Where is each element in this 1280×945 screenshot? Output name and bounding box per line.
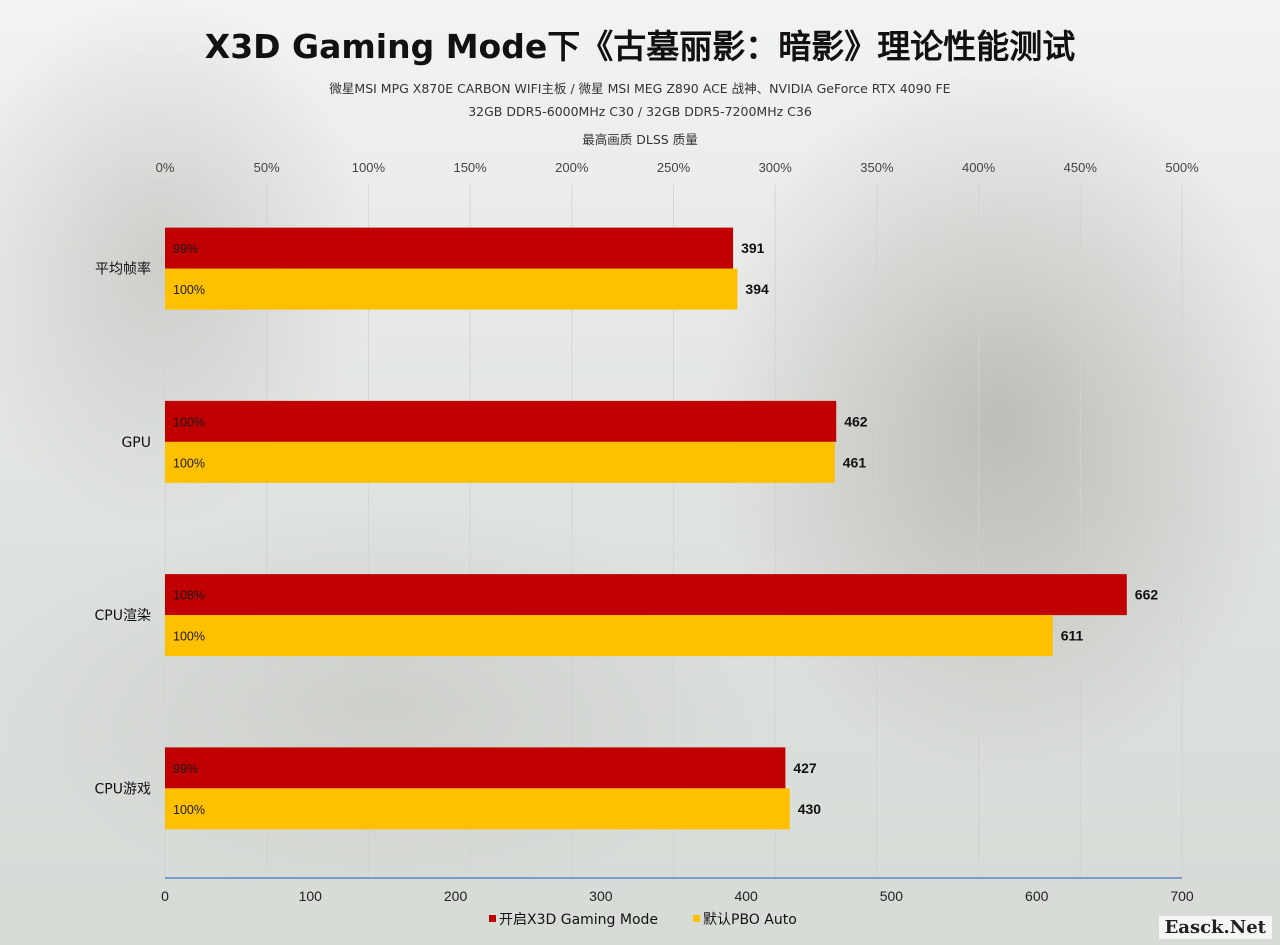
- legend-item-pbo-label: 默认PBO Auto: [703, 912, 797, 928]
- top-axis-tick-label: 200%: [555, 160, 589, 175]
- category-label: 平均帧率: [95, 261, 151, 278]
- bottom-axis-tick-label: 100: [299, 888, 323, 904]
- bottom-axis-tick-label: 200: [444, 888, 468, 904]
- bottom-axis-tick-label: 600: [1025, 888, 1049, 904]
- top-axis-tick-label: 0%: [156, 160, 175, 175]
- category-label: CPU游戏: [95, 781, 151, 797]
- bar-percent-label: 99%: [173, 762, 198, 776]
- bar-value-label: 662: [1135, 587, 1159, 603]
- bottom-axis-tick-label: 0: [161, 888, 169, 904]
- bar-value-label: 611: [1061, 628, 1084, 644]
- top-axis-tick-label: 300%: [759, 160, 793, 175]
- bar-pbo-auto: [165, 441, 835, 483]
- top-axis-tick-label: 350%: [860, 160, 894, 175]
- bar-value-label: 462: [844, 413, 868, 429]
- bottom-axis-tick-label: 500: [880, 888, 904, 904]
- bar-pbo-auto: [165, 268, 738, 310]
- bar-percent-label: 100%: [173, 415, 205, 429]
- bar-percent-label: 100%: [173, 456, 205, 470]
- bottom-axis-tick-label: 700: [1170, 888, 1194, 904]
- top-axis-tick-label: 500%: [1165, 160, 1199, 175]
- bar-percent-label: 100%: [173, 803, 205, 817]
- subtitle-line-3: 最高画质 DLSS 质量: [582, 132, 698, 147]
- top-axis-tick-label: 450%: [1064, 160, 1098, 175]
- bar-x3d-gaming-mode: [165, 747, 786, 789]
- bar-value-label: 394: [745, 281, 769, 297]
- category-label: CPU渲染: [95, 608, 151, 624]
- bottom-axis-tick-label: 400: [734, 888, 758, 904]
- bar-pbo-auto: [165, 788, 790, 830]
- top-axis-tick-label: 150%: [453, 160, 487, 175]
- top-axis-tick-label: 50%: [254, 160, 280, 175]
- bar-percent-label: 108%: [173, 589, 205, 603]
- legend-item-pbo-swatch: [693, 915, 700, 922]
- bar-value-label: 461: [843, 454, 867, 470]
- bar-pbo-auto: [165, 615, 1053, 657]
- chart-title: X3D Gaming Mode下《古墓丽影：暗影》理论性能测试: [204, 27, 1076, 66]
- bar-percent-label: 100%: [173, 283, 205, 297]
- bar-value-label: 391: [741, 240, 765, 256]
- bar-percent-label: 99%: [173, 242, 198, 256]
- category-label: GPU: [121, 435, 151, 451]
- watermark-logo: Easck.Net: [1158, 916, 1272, 939]
- top-axis-tick-label: 400%: [962, 160, 996, 175]
- bar-x3d-gaming-mode: [165, 400, 837, 442]
- bar-value-label: 430: [798, 801, 822, 817]
- bar-x3d-gaming-mode: [165, 574, 1127, 616]
- top-axis-tick-label: 250%: [657, 160, 691, 175]
- bottom-axis-tick-label: 300: [589, 888, 613, 904]
- legend-item-x3d-swatch: [489, 915, 496, 922]
- bar-x3d-gaming-mode: [165, 227, 734, 269]
- subtitle-line-2: 32GB DDR5-6000MHz C30 / 32GB DDR5-7200MH…: [468, 104, 812, 119]
- top-axis-tick-label: 100%: [352, 160, 386, 175]
- bar-percent-label: 100%: [173, 630, 205, 644]
- subtitle-line-1: 微星MSI MPG X870E CARBON WIFI主板 / 微星 MSI M…: [329, 81, 951, 96]
- bar-value-label: 427: [793, 760, 817, 776]
- legend-item-x3d-label: 开启X3D Gaming Mode: [499, 912, 658, 928]
